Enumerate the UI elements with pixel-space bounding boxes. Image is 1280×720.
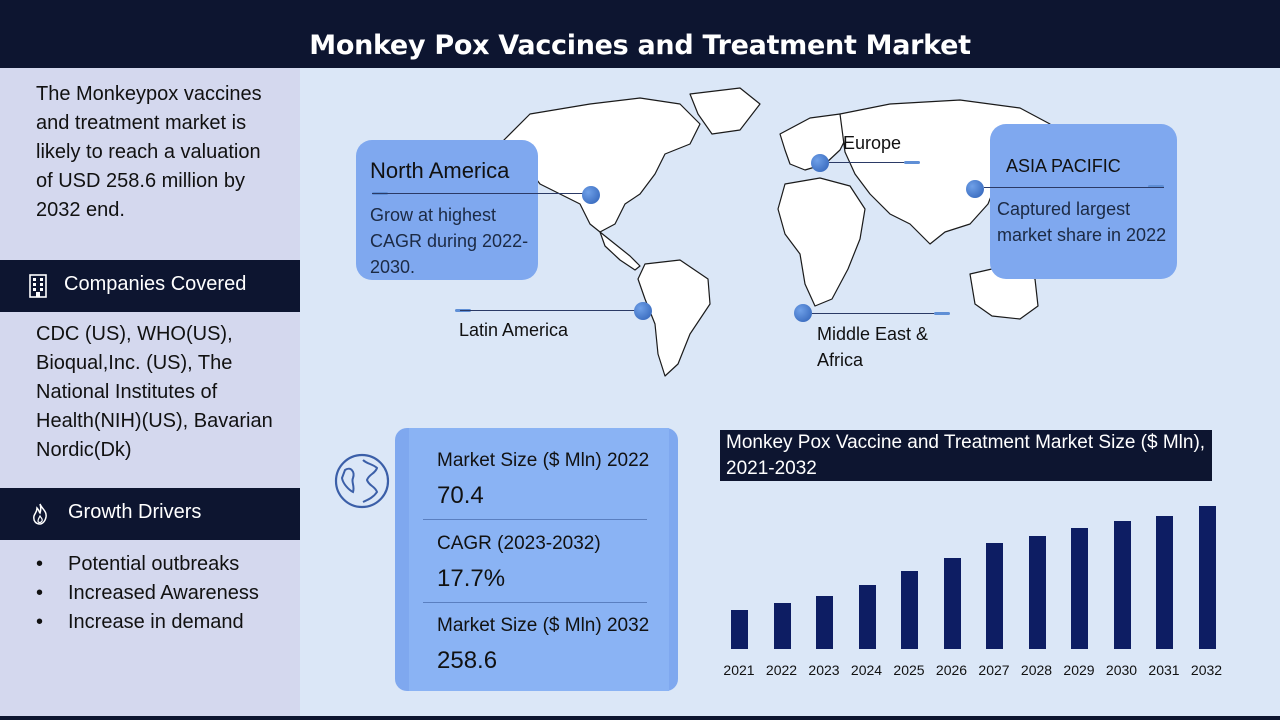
asia-pacific-marker xyxy=(966,180,984,198)
north-america-text: Grow at highest CAGR during 2022-2030. xyxy=(370,205,529,277)
market-size-2032-value: 258.6 xyxy=(437,647,498,674)
x-tick-label: 2022 xyxy=(765,662,798,678)
cagr-value: 17.7% xyxy=(437,565,506,592)
globe-icon xyxy=(334,453,390,509)
chart-bar-2031 xyxy=(1156,515,1173,649)
list-item: Potential outbreaks xyxy=(36,550,259,579)
chart-bar-2029 xyxy=(1071,528,1088,649)
market-size-2022-label: Market Size ($ Mln) 2022 xyxy=(437,450,650,471)
x-tick-label: 2021 xyxy=(723,662,755,678)
europe-marker xyxy=(811,154,829,172)
latin-america-line xyxy=(460,310,636,311)
divider xyxy=(423,602,647,603)
chart-bar-2028 xyxy=(1028,535,1046,649)
intro-text: The Monkeypox vaccines and treatment mar… xyxy=(36,83,262,221)
stats-panel: Market Size ($ Mln) 2022 70.4 CAGR (2023… xyxy=(395,428,678,691)
x-tick-label: 2027 xyxy=(978,662,1010,678)
chart-bar-2030 xyxy=(1113,521,1131,649)
x-tick-label: 2025 xyxy=(893,662,925,678)
card-connector xyxy=(1148,185,1164,188)
bottom-bar xyxy=(0,716,1280,720)
sidebar: The Monkeypox vaccines and treatment mar… xyxy=(0,68,300,716)
north-america-shape xyxy=(499,97,701,233)
africa-shape xyxy=(777,177,866,307)
x-tick-label: 2024 xyxy=(850,662,883,678)
stats-inner: Market Size ($ Mln) 2022 70.4 CAGR (2023… xyxy=(409,428,669,691)
x-tick-label: 2032 xyxy=(1190,662,1223,678)
building-icon xyxy=(29,274,47,298)
chart-bar-2023 xyxy=(816,596,833,649)
chart-bar-2022 xyxy=(773,603,791,649)
header: Monkey Pox Vaccines and Treatment Market xyxy=(0,0,1280,68)
latin-america-marker xyxy=(634,302,652,320)
chart-title: Monkey Pox Vaccine and Treatment Market … xyxy=(720,430,1212,481)
central-america-shape xyxy=(599,231,641,271)
asia-pacific-title: ASIA PACIFIC xyxy=(1006,156,1121,176)
list-item: Increased Awareness xyxy=(36,579,259,608)
north-america-line xyxy=(372,193,588,194)
north-america-title: North America xyxy=(370,158,510,183)
flame-icon xyxy=(33,503,47,525)
companies-text: CDC (US), WHO(US), Bioqual,Inc. (US), Th… xyxy=(36,323,273,461)
drivers-heading: Growth Drivers xyxy=(0,488,300,540)
mea-marker xyxy=(794,304,812,322)
greenland-shape xyxy=(689,87,761,135)
companies-heading: Companies Covered xyxy=(0,260,300,312)
north-america-card: North America Grow at highest CAGR durin… xyxy=(356,140,538,280)
x-tick-label: 2023 xyxy=(808,662,840,678)
europe-label: Europe xyxy=(843,133,902,153)
list-item: Increase in demand xyxy=(36,608,259,637)
asia-pacific-card: ASIA PACIFIC Captured largest market sha… xyxy=(990,124,1177,279)
europe-line-cap xyxy=(904,161,920,164)
x-tick-label: 2030 xyxy=(1105,662,1138,678)
x-tick-label: 2031 xyxy=(1148,662,1180,678)
drivers-list: Potential outbreaks Increased Awareness … xyxy=(36,550,259,637)
asia-pacific-line xyxy=(984,187,1164,188)
chart-bar-2027 xyxy=(986,543,1003,649)
world-map xyxy=(499,87,1051,377)
page-title: Monkey Pox Vaccines and Treatment Market xyxy=(309,30,971,61)
companies-heading-label: Companies Covered xyxy=(64,273,247,295)
mea-label: Middle East & Africa xyxy=(817,324,929,370)
europe-line xyxy=(829,162,919,163)
south-america-shape xyxy=(637,259,711,377)
x-tick-label: 2026 xyxy=(935,662,968,678)
market-size-2032-label: Market Size ($ Mln) 2032 xyxy=(437,615,650,636)
chart-bar-2025 xyxy=(901,570,918,649)
mea-line-cap xyxy=(934,312,950,315)
latin-america-label: Latin America xyxy=(459,320,569,340)
chart-bar-2032 xyxy=(1198,505,1216,649)
north-america-marker xyxy=(582,186,600,204)
bar-chart: 2021 2022 2023 2024 2025 2026 2027 2028 2029 2030… xyxy=(720,490,1230,690)
chart-bar-2021 xyxy=(731,610,748,649)
drivers-heading-label: Growth Drivers xyxy=(68,501,202,523)
asia-pacific-text: Captured largest market share in 2022 xyxy=(997,199,1167,245)
mea-line xyxy=(812,313,948,314)
chart-bar-2024 xyxy=(858,585,876,649)
market-size-2022-value: 70.4 xyxy=(437,482,484,509)
cagr-label: CAGR (2023-2032) xyxy=(437,533,601,554)
x-tick-label: 2028 xyxy=(1020,662,1053,678)
divider xyxy=(423,519,647,520)
x-tick-label: 2029 xyxy=(1063,662,1095,678)
chart-bar-2026 xyxy=(943,558,961,649)
europe-shape xyxy=(779,113,851,171)
